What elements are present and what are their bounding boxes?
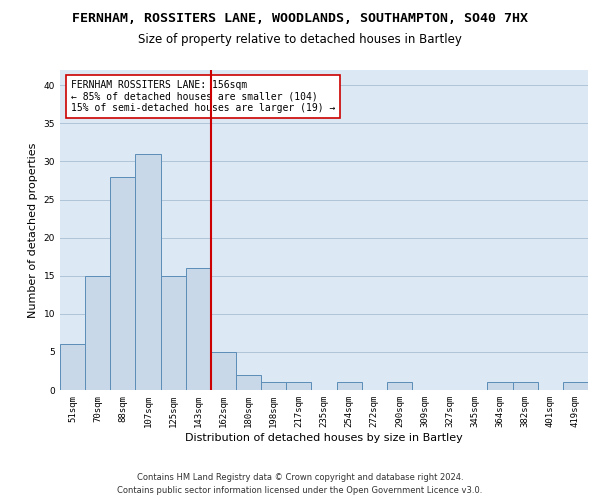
Bar	[60, 344, 85, 390]
Bar	[186, 268, 211, 390]
Bar	[337, 382, 362, 390]
Bar	[563, 382, 588, 390]
Bar	[161, 276, 186, 390]
X-axis label: Distribution of detached houses by size in Bartley: Distribution of detached houses by size …	[185, 432, 463, 442]
Bar	[85, 276, 110, 390]
Bar	[136, 154, 161, 390]
Text: FERNHAM, ROSSITERS LANE, WOODLANDS, SOUTHAMPTON, SO40 7HX: FERNHAM, ROSSITERS LANE, WOODLANDS, SOUT…	[72, 12, 528, 26]
Bar	[387, 382, 412, 390]
Bar	[236, 375, 261, 390]
Bar	[261, 382, 286, 390]
Text: Size of property relative to detached houses in Bartley: Size of property relative to detached ho…	[138, 32, 462, 46]
Bar	[110, 176, 136, 390]
Bar	[286, 382, 311, 390]
Text: Contains HM Land Registry data © Crown copyright and database right 2024.
Contai: Contains HM Land Registry data © Crown c…	[118, 474, 482, 495]
Y-axis label: Number of detached properties: Number of detached properties	[28, 142, 38, 318]
Bar	[487, 382, 512, 390]
Bar	[512, 382, 538, 390]
Bar	[211, 352, 236, 390]
Text: FERNHAM ROSSITERS LANE: 156sqm
← 85% of detached houses are smaller (104)
15% of: FERNHAM ROSSITERS LANE: 156sqm ← 85% of …	[71, 80, 335, 113]
